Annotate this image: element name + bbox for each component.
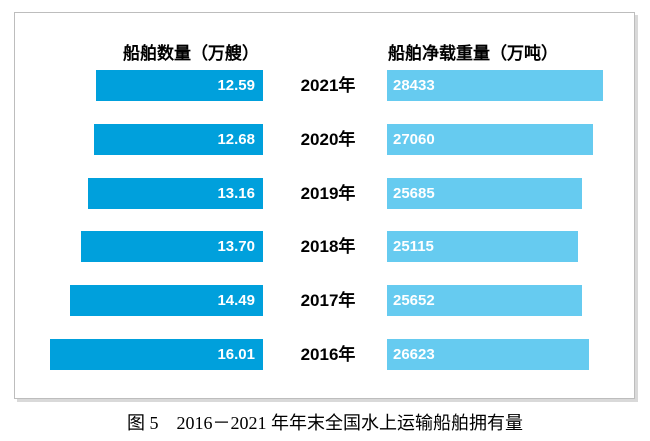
ship-count-bar: 12.59 (95, 70, 263, 101)
net-load-bar: 25652 (387, 285, 582, 316)
net-load-value-label: 27060 (393, 131, 435, 148)
ship-count-value-label: 14.49 (217, 292, 255, 309)
chart-row: 12.68 2020年 27060 (15, 124, 634, 155)
year-label: 2021年 (300, 76, 356, 95)
ship-count-value-label: 12.59 (217, 77, 255, 94)
net-load-value-label: 25115 (393, 238, 434, 255)
net-load-bar: 25685 (387, 178, 583, 209)
net-load-value-label: 25652 (393, 292, 435, 309)
net-load-value-label: 26623 (393, 346, 435, 363)
net-load-bar: 27060 (387, 124, 593, 155)
ship-count-bar: 14.49 (70, 285, 263, 316)
ship-count-value-label: 12.68 (217, 131, 255, 148)
net-load-value-label: 28433 (393, 77, 435, 94)
year-label: 2019年 (300, 184, 356, 203)
year-label: 2020年 (300, 130, 356, 149)
net-load-bar: 26623 (387, 339, 590, 370)
chart-frame: 船舶数量（万艘） 船舶净载重量（万吨） 12.59 2021年 28433 12.68… (14, 12, 635, 399)
net-load-series-title: 船舶净载重量（万吨） (388, 44, 558, 63)
ship-count-value-label: 16.01 (217, 346, 255, 363)
ship-count-bar: 12.68 (94, 124, 263, 155)
chart-row: 13.16 2019年 25685 (15, 178, 634, 209)
chart-row: 14.49 2017年 25652 (15, 285, 634, 316)
net-load-bar: 28433 (387, 70, 604, 101)
figure-caption: 图 5 2016－2021 年年末全国水上运输船舶拥有量 (127, 413, 523, 433)
chart-rows: 12.59 2021年 28433 12.68 2020年 27060 13.16 2019年… (15, 13, 634, 398)
chart-row: 13.70 2018年 25115 (15, 231, 634, 262)
net-load-bar: 25115 (387, 231, 578, 262)
ship-count-value-label: 13.70 (217, 238, 255, 255)
net-load-value-label: 25685 (393, 185, 435, 202)
ship-count-bar: 13.16 (87, 178, 263, 209)
ship-count-bar: 13.70 (80, 231, 263, 262)
ship-count-value-label: 13.16 (217, 185, 255, 202)
year-label: 2016年 (300, 345, 356, 364)
year-label: 2018年 (300, 237, 356, 256)
ship-count-bar: 16.01 (50, 339, 263, 370)
year-label: 2017年 (300, 291, 356, 310)
ship-count-series-title: 船舶数量（万艘） (123, 44, 259, 63)
chart-row: 16.01 2016年 26623 (15, 339, 634, 370)
chart-row: 12.59 2021年 28433 (15, 70, 634, 101)
